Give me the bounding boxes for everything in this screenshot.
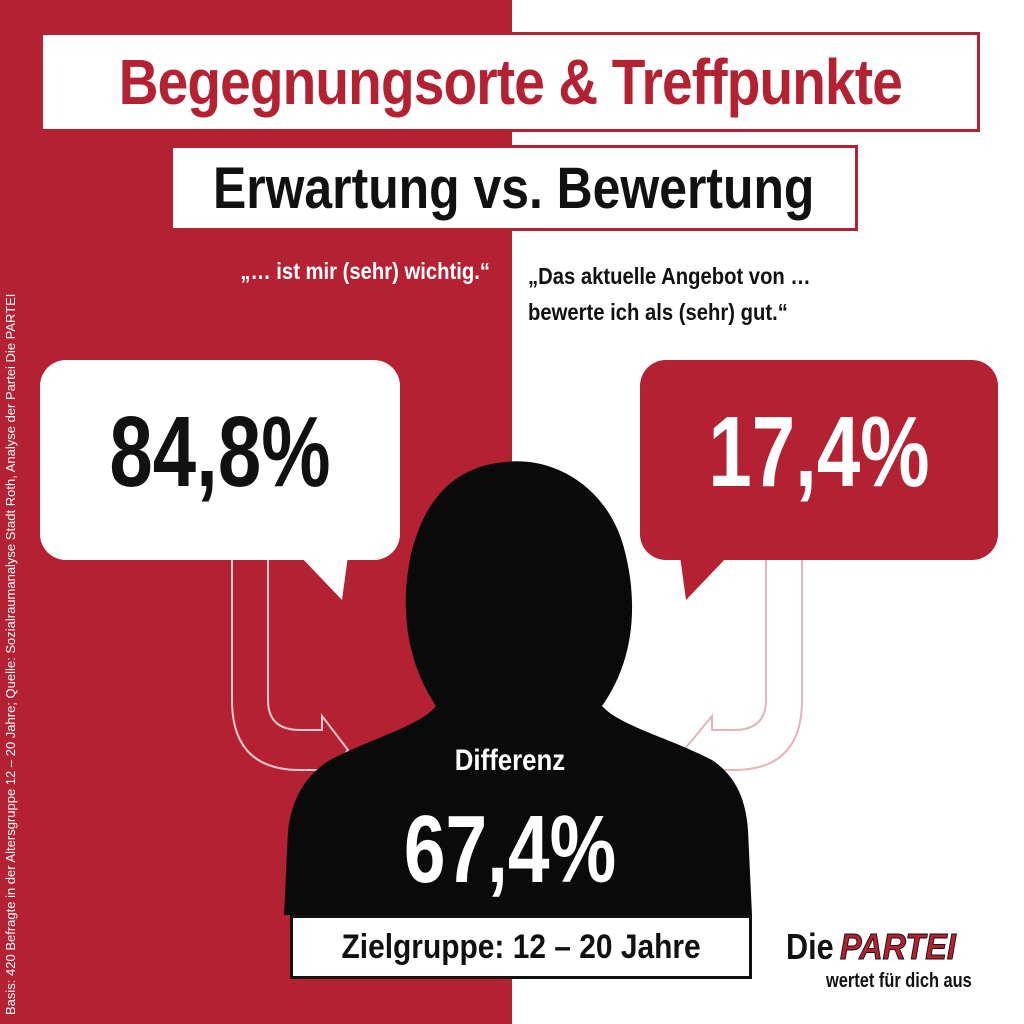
difference-label: Differenz (454, 744, 566, 777)
right-arrow-outline (682, 560, 803, 787)
quote-rating-line1: „Das aktuelle Angebot von … (528, 263, 811, 289)
importance-percentage: 84,8% (109, 396, 331, 508)
title-box: Begegnungsorte & Treffpunkte (40, 32, 980, 132)
left-speech-bubble (40, 360, 400, 600)
page-subtitle: Erwartung vs. Bewertung (213, 155, 815, 221)
left-arrow-outline (231, 560, 350, 787)
target-group-box: Zielgruppe: 12 – 20 Jahre (290, 915, 752, 979)
quote-importance: „… ist mir (sehr) wichtig.“ (240, 258, 490, 284)
difference-percentage: 67,4% (403, 796, 617, 903)
page-title: Begegnungsorte & Treffpunkte (118, 46, 902, 118)
logo-tagline: wertet für dich aus (826, 970, 972, 992)
person-silhouette (284, 461, 752, 915)
quote-rating-line2: bewerte ich als (sehr) gut.“ (528, 299, 788, 325)
right-speech-bubble (640, 360, 998, 600)
rating-percentage: 17,4% (708, 396, 930, 508)
logo-partei-text: PARTEI (840, 926, 957, 968)
subtitle-box: Erwartung vs. Bewertung (170, 145, 858, 231)
quote-rating: „Das aktuelle Angebot von … bewerte ich … (528, 258, 827, 330)
logo-die-text: Die (786, 926, 834, 967)
party-logo: Die PARTEI wertet für dich aus (782, 926, 1002, 996)
target-group-label: Zielgruppe: 12 – 20 Jahre (341, 927, 701, 966)
source-note: Basis: 420 Befragte in der Altersgruppe … (3, 293, 18, 1015)
